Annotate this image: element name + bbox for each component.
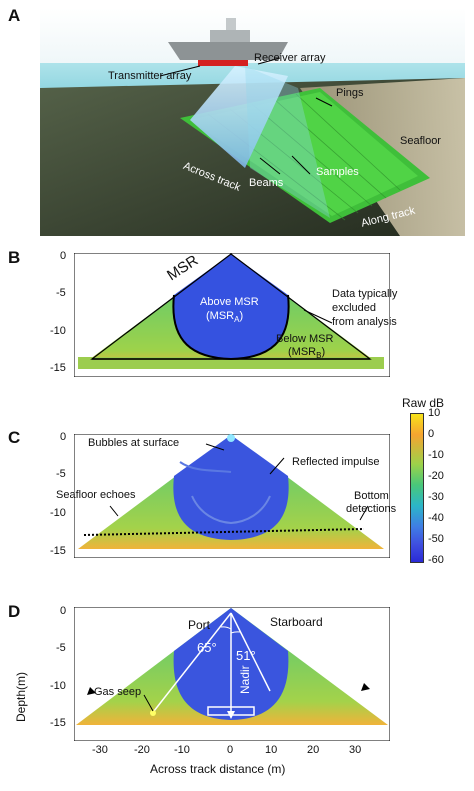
- transmitter-array-label: Transmitter array: [108, 70, 192, 82]
- colorbar-tick-m10: -10: [428, 449, 444, 461]
- panel-d-ytick-15: -15: [50, 717, 66, 729]
- below-msr-sub-label: (MSRB): [288, 346, 326, 361]
- panel-b-ytick-10: -10: [50, 325, 66, 337]
- colorbar-tick-m50: -50: [428, 533, 444, 545]
- port-label: Port: [188, 618, 211, 632]
- bottom-detections-label-1: Bottom: [354, 490, 389, 502]
- seafloor-label: Seafloor: [400, 135, 441, 147]
- data-excluded-label-2: excluded: [332, 302, 377, 314]
- panel-b-letter: B: [8, 248, 21, 267]
- panel-b-ytick-0: 0: [60, 250, 67, 262]
- panel-c-ytick-15: -15: [50, 545, 66, 557]
- angle-65-label: 65°: [197, 640, 217, 655]
- below-msr-label: Below MSR: [276, 333, 334, 345]
- nadir-label: Nadir: [238, 665, 252, 694]
- panel-d-ytick-10: -10: [50, 680, 66, 692]
- colorbar-tick-10: 10: [428, 407, 441, 419]
- x-tick-m30: -30: [92, 744, 108, 756]
- data-excluded-label-3: from analysis: [332, 316, 397, 328]
- y-axis-label: Depth(m): [14, 671, 28, 722]
- gas-seep-label: Gas seep: [94, 686, 142, 698]
- seafloor-echoes-label: Seafloor echoes: [56, 489, 136, 501]
- x-tick-0: 0: [227, 744, 234, 756]
- panel-d-plot: [74, 607, 390, 741]
- samples-label: Samples: [316, 166, 359, 178]
- data-excluded-label-1: Data typically: [332, 288, 398, 300]
- bubbles-label: Bubbles at surface: [88, 437, 180, 449]
- panel-b-ytick-15: -15: [50, 362, 66, 374]
- colorbar-tick-m40: -40: [428, 512, 444, 524]
- colorbar-tick-0: 0: [428, 428, 435, 440]
- panel-b-plot: [74, 253, 390, 377]
- colorbar: [410, 413, 424, 563]
- x-tick-m10: -10: [174, 744, 190, 756]
- survey-illustration: [40, 8, 465, 236]
- panel-b-ytick-5: -5: [56, 287, 66, 299]
- x-tick-20: 20: [307, 744, 320, 756]
- reflected-impulse-label: Reflected impulse: [292, 456, 380, 468]
- above-msr-sub-label: (MSRA): [206, 310, 244, 325]
- colorbar-tick-m30: -30: [428, 491, 444, 503]
- above-msr-label: Above MSR: [200, 296, 259, 308]
- x-tick-30: 30: [349, 744, 362, 756]
- x-axis-label: Across track distance (m): [150, 762, 286, 776]
- panel-c-plot: [74, 434, 390, 558]
- panel-a-letter: A: [8, 6, 21, 25]
- impulse-noise-label: Impulse noise: [92, 457, 160, 469]
- colorbar-tick-m60: -60: [428, 554, 444, 566]
- starboard-label: Starboard: [270, 615, 323, 629]
- bottom-detections-label-2: detections: [346, 503, 397, 515]
- beams-label: Beams: [249, 177, 284, 189]
- panel-d-ytick-0: 0: [60, 605, 67, 617]
- panel-c-letter: C: [8, 428, 21, 447]
- panel-d-letter: D: [8, 602, 21, 621]
- angle-51-label: 51°: [236, 648, 256, 663]
- panel-c-ytick-10: -10: [50, 507, 66, 519]
- colorbar-title: Raw dB: [402, 396, 445, 410]
- pings-label: Pings: [336, 87, 364, 99]
- x-tick-m20: -20: [134, 744, 150, 756]
- panel-d-ytick-5: -5: [56, 642, 66, 654]
- receiver-array-label: Receiver array: [254, 52, 326, 64]
- x-tick-10: 10: [265, 744, 278, 756]
- panel-c-ytick-5: -5: [56, 468, 66, 480]
- panel-c-ytick-0: 0: [60, 431, 67, 443]
- colorbar-tick-m20: -20: [428, 470, 444, 482]
